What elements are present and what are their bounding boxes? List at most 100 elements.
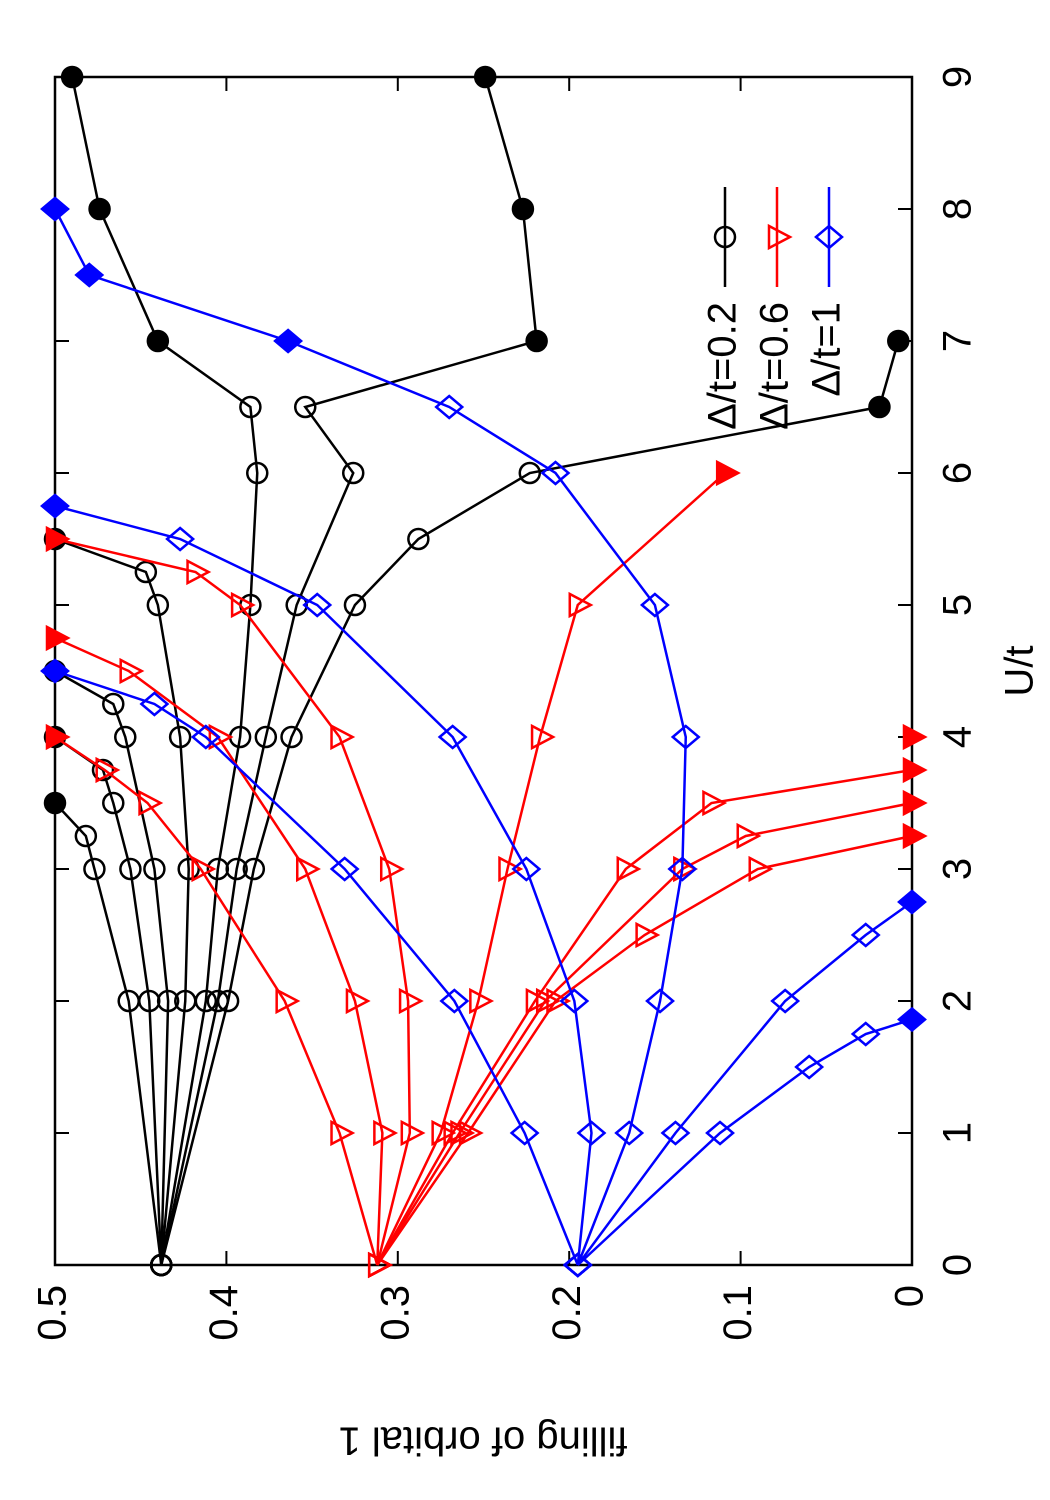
x-tick-label: 4 [936,726,980,748]
series-line [54,636,384,1266]
marker [329,856,360,882]
marker [273,328,304,354]
marker [660,1120,691,1146]
x-tick-label: 3 [936,858,980,880]
x-tick-label: 9 [936,66,980,88]
marker [186,558,212,586]
marker [119,857,142,881]
marker [341,461,365,485]
marker [230,591,256,619]
marker [40,658,70,684]
y-tick-label: 0.1 [716,1285,760,1341]
y-axis-label: filling of orbital 1 [338,1418,627,1462]
marker [302,592,333,618]
legend-label: Δ/t=0.2 [701,302,745,430]
marker [498,855,524,883]
series-line [376,768,913,1266]
marker [902,756,928,784]
marker [437,724,468,750]
marker [407,527,430,551]
marker [114,725,137,749]
series-line [376,834,913,1266]
marker [850,922,881,948]
marker [887,329,910,353]
marker [254,725,278,749]
marker [562,1252,593,1278]
marker [45,624,71,652]
marker [43,791,67,815]
legend-label: Δ/t=0.6 [753,302,797,430]
marker [190,724,221,750]
x-tick-label: 6 [936,462,980,484]
marker [156,989,180,1013]
y-tick-label: 0.3 [373,1285,417,1341]
marker [702,789,728,817]
marker [518,461,542,485]
legend-label: Δ/t=1 [805,302,849,397]
marker [458,1119,484,1147]
marker [293,395,317,419]
x-tick-label: 2 [936,990,980,1012]
marker [614,1120,645,1146]
series-line [54,504,593,1266]
marker [330,723,356,751]
marker [705,1120,735,1146]
marker [134,560,158,584]
series-line [54,735,163,1266]
marker [242,857,266,881]
marker [850,1021,881,1047]
legend-marker [767,223,793,251]
marker [639,592,670,618]
marker [511,197,535,221]
marker [902,723,928,751]
legend-marker [814,224,844,250]
marker [379,855,405,883]
marker [400,1119,426,1147]
y-tick-label: 0.5 [31,1285,75,1341]
series-line [576,1018,913,1266]
marker [367,1251,393,1279]
rotated-chart: U/t filling of orbital 1 0 1 2 3 4 5 6 7 8 9 0 0.1 0… [31,65,1042,1462]
marker [770,988,801,1014]
marker [91,758,115,782]
series-line [54,669,579,1266]
marker [165,526,196,552]
marker [45,525,71,553]
marker [40,493,70,519]
marker [139,691,170,717]
series-line [53,208,688,1266]
marker [439,988,470,1014]
series-line [54,537,190,1266]
series-line [54,802,163,1266]
marker [295,855,321,883]
marker [511,856,542,882]
marker [897,1006,927,1033]
marker [794,1054,825,1080]
marker [216,989,240,1013]
marker [568,591,594,619]
marker [736,822,762,850]
marker [246,461,269,485]
y-tick-label: 0.4 [202,1285,246,1341]
marker [194,989,218,1013]
y-tick-label: 0.2 [545,1285,589,1341]
marker [635,921,661,949]
marker [530,723,556,751]
marker [143,857,166,881]
marker [40,196,70,222]
marker [146,329,170,353]
marker [280,725,303,749]
marker [525,329,548,353]
marker [225,857,248,881]
marker [469,987,495,1015]
marker [74,824,98,848]
series-line [160,340,900,1266]
marker [398,987,424,1015]
marker [434,394,465,420]
marker [373,1119,399,1147]
x-axis-label: U/t [998,645,1042,696]
marker [88,197,111,221]
marker [102,692,125,716]
